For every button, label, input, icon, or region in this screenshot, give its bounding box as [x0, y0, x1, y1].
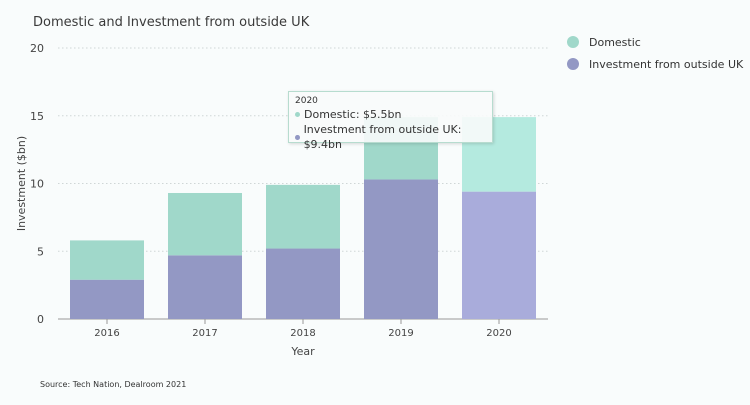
- source-note: Source: Tech Nation, Dealroom 2021: [40, 380, 187, 389]
- legend-item-investment[interactable]: Investment from outside UK: [567, 53, 743, 75]
- tooltip-dot-icon: [295, 134, 300, 140]
- bar-domestic-2016: [70, 240, 144, 280]
- x-tick-label: 2016: [94, 328, 119, 339]
- legend-swatch-investment: [567, 58, 579, 70]
- tooltip-text: Investment from outside UK: $9.4bn: [303, 123, 462, 151]
- bar-domestic-2017: [168, 192, 242, 256]
- tooltip-year: 2020: [295, 96, 318, 106]
- x-axis-title: Year: [290, 345, 315, 358]
- bar-domestic-2018: [266, 184, 340, 249]
- y-tick-label: 0: [37, 313, 44, 326]
- y-tick-label: 20: [30, 42, 44, 55]
- bar-investment-2020: [462, 191, 536, 319]
- y-tick-label: 10: [30, 178, 44, 191]
- legend-label: Investment from outside UK: [589, 57, 744, 71]
- x-tick-label: 2019: [388, 328, 413, 339]
- x-tick-label: 2020: [486, 328, 511, 339]
- tooltip-dot-icon: [295, 112, 300, 117]
- y-tick-label: 15: [30, 110, 44, 123]
- tooltip: 2020 Domestic: $5.5bn Investment from ou…: [288, 91, 493, 151]
- y-tick-label: 5: [37, 245, 44, 258]
- tooltip-text: Domestic: $5.5bn: [304, 108, 402, 121]
- bar-investment-2016: [70, 279, 144, 319]
- x-tick-label: 2018: [290, 328, 315, 339]
- chart-title: Domestic and Investment from outside UK: [33, 15, 310, 30]
- bar-investment-2019: [364, 179, 438, 319]
- legend-label: Domestic: [589, 35, 641, 49]
- y-axis-title: Investment ($bn): [15, 136, 28, 231]
- legend-swatch-domestic: [567, 36, 579, 48]
- x-tick-label: 2017: [192, 328, 217, 339]
- legend: Domestic Investment from outside UK: [567, 31, 743, 75]
- bar-investment-2018: [266, 248, 340, 319]
- legend-item-domestic[interactable]: Domestic: [567, 31, 743, 53]
- tooltip-row-domestic: Domestic: $5.5bn: [295, 107, 486, 122]
- bar-investment-2017: [168, 255, 242, 319]
- tooltip-row-investment: Investment from outside UK: $9.4bn: [295, 122, 486, 152]
